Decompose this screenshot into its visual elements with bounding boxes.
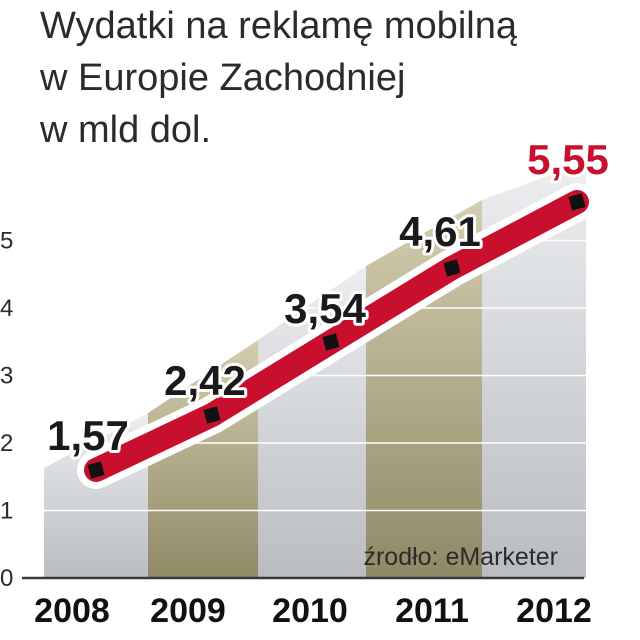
y-tick-label: 1	[0, 498, 13, 525]
title-line-1: Wydatki na reklamę mobilną	[40, 5, 518, 47]
data-point-2008	[87, 461, 105, 479]
y-tick-label: 3	[0, 363, 13, 390]
x-tick-label: 2012	[516, 592, 592, 630]
data-label-2011: 4,61	[399, 208, 481, 255]
chart-title: Wydatki na reklamę mobilną w Europie Zac…	[39, 5, 518, 151]
source-note: źrodło: eMarketer	[363, 543, 558, 571]
data-point-2009	[203, 406, 221, 424]
y-tick-label: 0	[0, 565, 13, 592]
background-column-2012	[482, 162, 586, 578]
data-label-2008: 1,57	[47, 412, 129, 459]
data-labels: 1,57 2,42 3,54 4,61 5,55	[44, 133, 612, 462]
data-point-2012	[568, 193, 586, 211]
data-markers	[87, 193, 586, 479]
data-label-2012: 5,55	[527, 136, 609, 183]
y-tick-label: 4	[0, 295, 13, 322]
y-tick-label: 2	[0, 430, 13, 457]
x-tick-label: 2010	[272, 592, 348, 630]
x-tick-label: 2009	[150, 592, 226, 630]
y-axis-ticks: 0 1 2 3 4 5	[0, 228, 13, 593]
title-line-3: w mld dol.	[39, 109, 211, 151]
x-tick-label: 2008	[34, 592, 110, 630]
x-tick-label: 2011	[395, 592, 469, 630]
data-label-2009: 2,42	[164, 357, 246, 404]
title-line-2: w Europie Zachodniej	[39, 57, 405, 99]
x-axis-ticks: 2008 2009 2010 2011 2012	[34, 592, 592, 630]
data-point-2010	[322, 333, 340, 351]
data-label-2010: 3,54	[284, 285, 366, 332]
data-point-2011	[443, 259, 461, 277]
y-tick-label: 5	[0, 228, 13, 255]
gridlines	[22, 239, 618, 580]
